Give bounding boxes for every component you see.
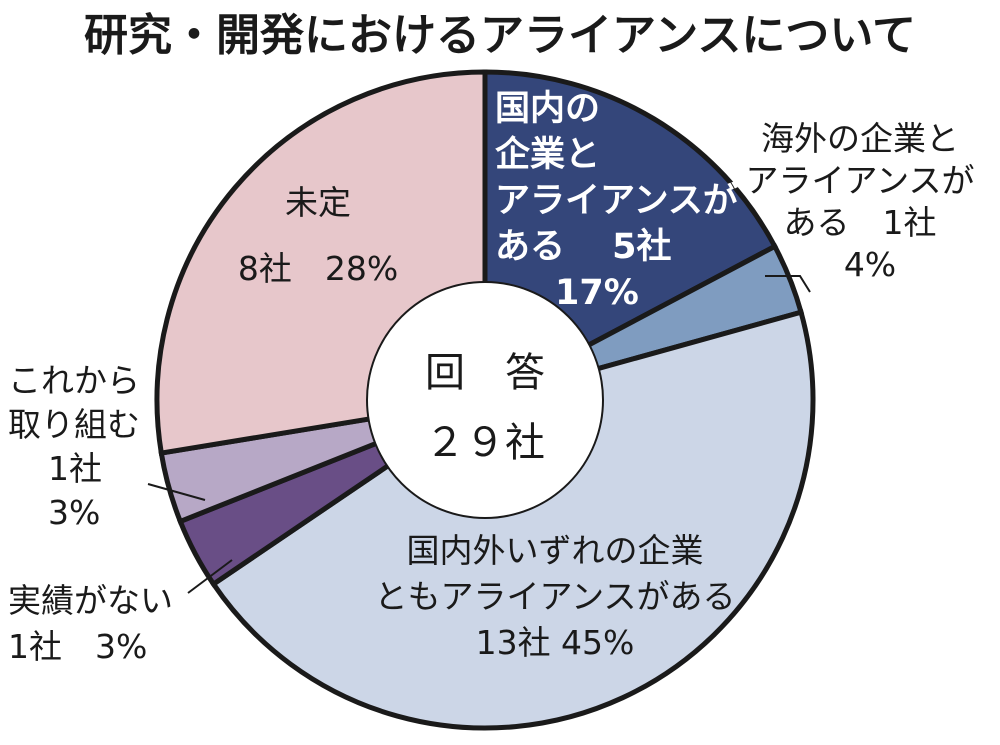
slice-label-domestic-line-3: アライアンスが [495, 181, 738, 221]
slice-label-domestic-line-2: 企業と [495, 134, 600, 175]
leader-line-overseas [765, 275, 811, 293]
leader-line-no-record [187, 559, 233, 594]
slice-label-overseas-line-1: 海外の企業と [761, 119, 959, 158]
slice-label-domestic-line-5: 17% [555, 273, 639, 313]
leader-line-planned [147, 483, 206, 501]
slice-label-no-record-line-1: 実績がない [8, 581, 173, 620]
slice-label-undecided-line-1: 未定 [285, 183, 351, 222]
slice-label-domestic-line-4: ある 5社 [495, 227, 672, 267]
leader-lines [147, 275, 811, 594]
slice-label-both-line-2: ともアライアンスがある [374, 577, 735, 616]
slice-label-planned-line-2: 取り組む [8, 405, 140, 444]
slice-label-no-record-line-2: 1社 3% [8, 627, 147, 666]
center-label-respondents: 回 答 [425, 350, 545, 396]
donut-hole [366, 281, 604, 519]
slice-label-domestic-line-1: 国内の [495, 89, 600, 129]
slice-label-planned-line-4: 3% [48, 493, 100, 532]
chart-title: 研究・開発におけるアライアンスについて [84, 10, 916, 61]
slice-label-both-line-1: 国内外いずれの企業 [407, 531, 704, 570]
slice-label-planned-line-3: 1社 [48, 449, 102, 488]
slice-label-undecided-line-2: 8社 28% [238, 249, 398, 288]
center-label-count: ２９社 [425, 420, 545, 466]
slice-label-overseas-line-4: 4% [844, 245, 896, 284]
slice-label-overseas-line-2: アライアンスが [745, 161, 974, 200]
slice-label-planned-line-1: これから [8, 361, 140, 400]
slice-label-both-line-3: 13社 45% [476, 623, 635, 662]
slice-both [210, 309, 816, 731]
slice-label-overseas-line-3: ある 1社 [784, 203, 937, 242]
